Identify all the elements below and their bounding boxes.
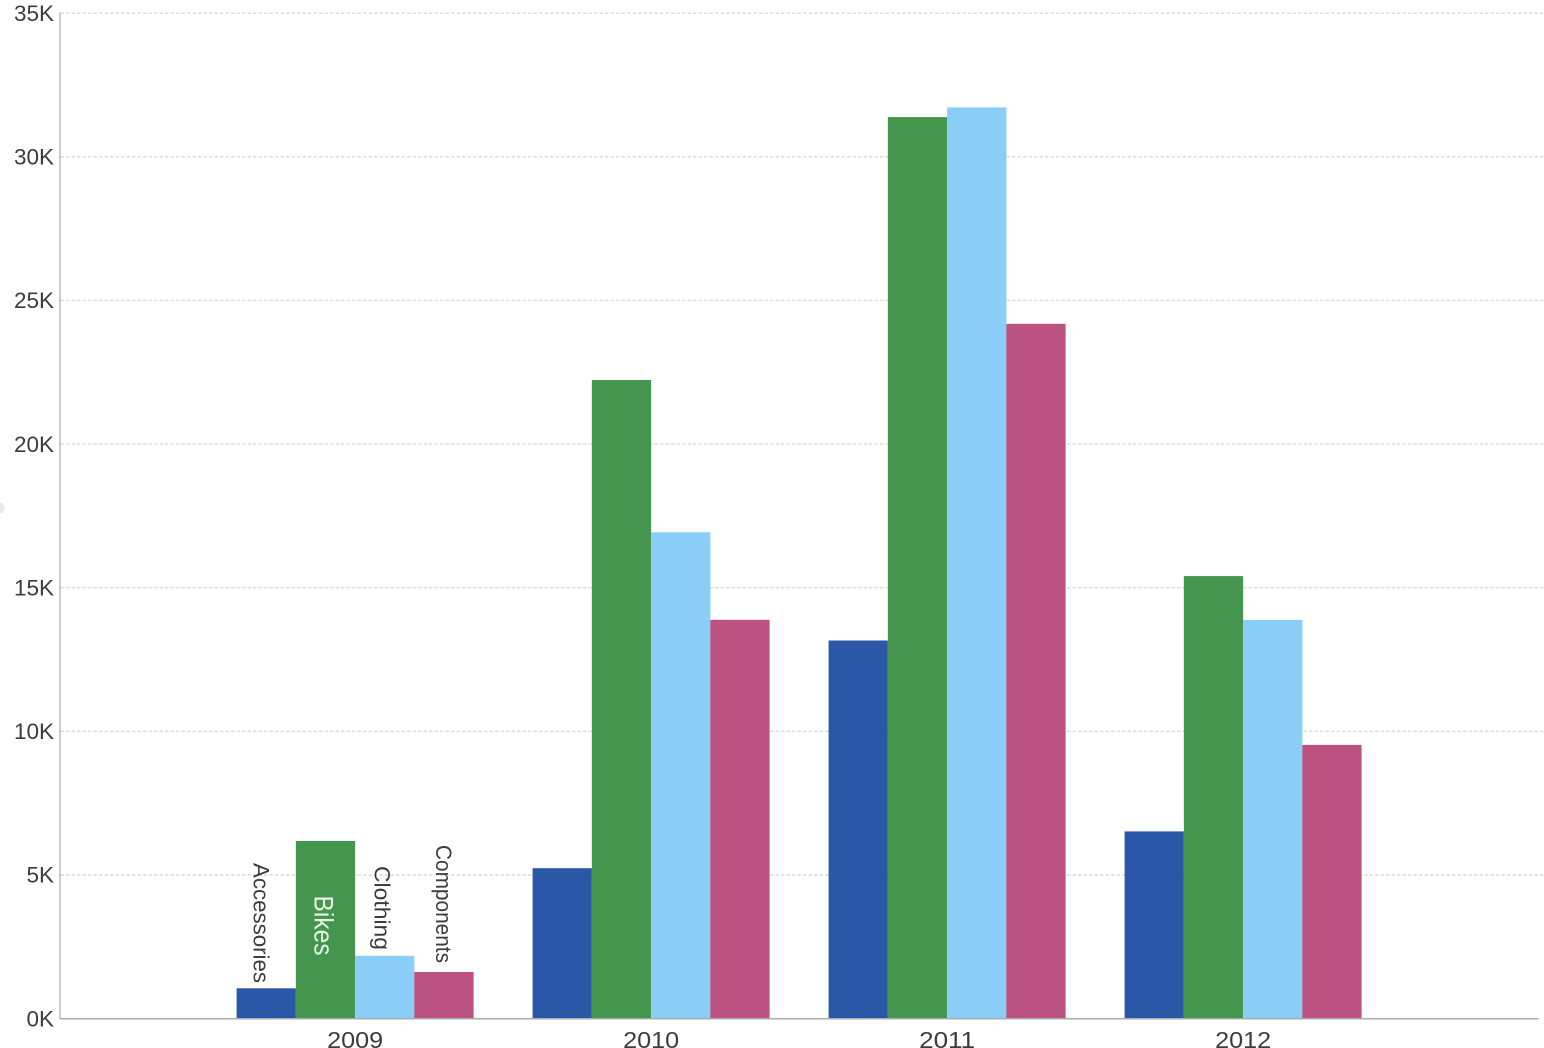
svg-text:Bikes: Bikes (309, 896, 339, 956)
svg-text:Accessories: Accessories (249, 863, 274, 983)
svg-text:2012: 2012 (1215, 1027, 1271, 1048)
svg-text:30K: 30K (14, 145, 54, 170)
svg-text:2011: 2011 (919, 1027, 975, 1048)
svg-text:2009: 2009 (327, 1027, 383, 1048)
svg-text:Components: Components (431, 845, 456, 963)
svg-text:15K: 15K (14, 575, 54, 600)
svg-text:Clothing: Clothing (369, 866, 394, 950)
svg-text:35K: 35K (14, 1, 54, 26)
svg-text:5K: 5K (26, 863, 54, 888)
svg-text:2010: 2010 (623, 1027, 679, 1048)
svg-text:10K: 10K (14, 719, 54, 744)
svg-text:0K: 0K (26, 1006, 54, 1031)
svg-text:25K: 25K (14, 288, 54, 313)
svg-text:20K: 20K (14, 432, 54, 457)
